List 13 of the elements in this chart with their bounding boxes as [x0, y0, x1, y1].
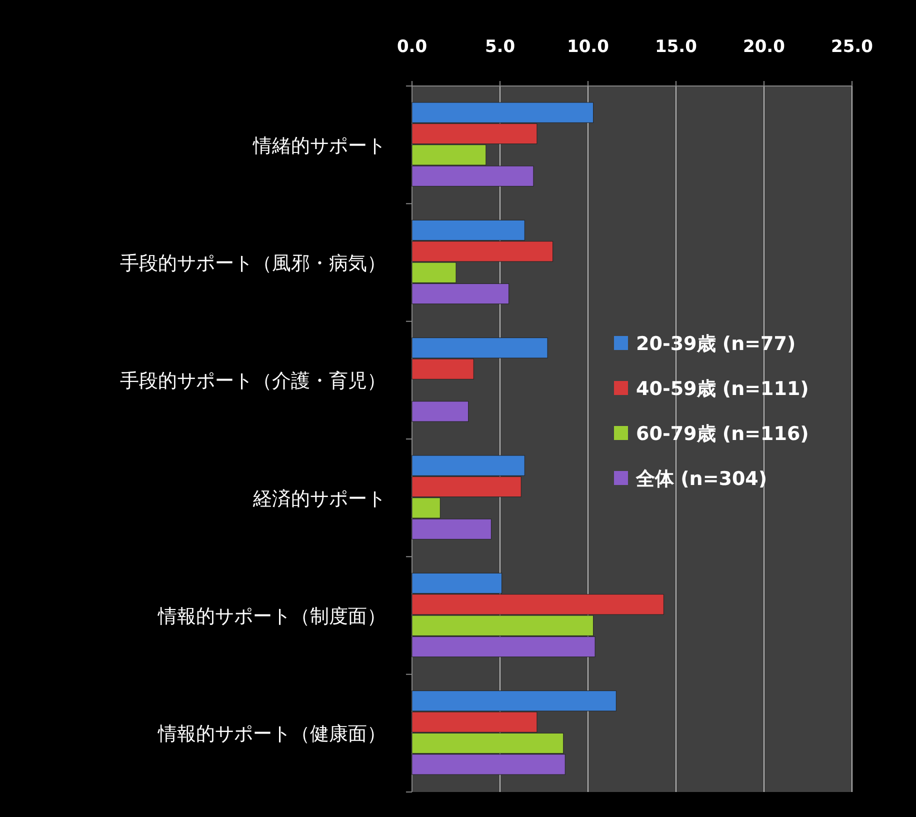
y-tick-label: 情報的サポート（制度面） [157, 606, 386, 628]
y-tick-label: 情報的サポート（健康面） [157, 723, 386, 746]
y-tick-label: 手段的サポート（風邪・病気） [120, 252, 386, 274]
x-tick-label: 25.0 [831, 37, 874, 57]
x-tick-label: 10.0 [567, 37, 610, 57]
y-tick-label: 手段的サポート（介護・育児） [120, 370, 386, 392]
y-tick-label: 情緒的サポート [252, 134, 386, 157]
x-tick-label: 0.0 [396, 37, 428, 57]
x-tick-label: 20.0 [743, 37, 786, 57]
x-tick-label: 5.0 [484, 37, 516, 57]
x-tick-label: 15.0 [655, 37, 698, 57]
y-tick-label: 経済的サポート [252, 488, 386, 510]
bar [412, 401, 469, 422]
